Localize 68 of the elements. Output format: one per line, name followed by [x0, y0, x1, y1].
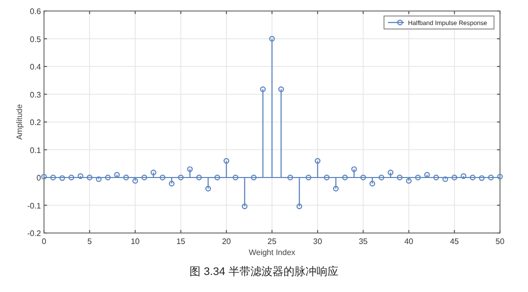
- point: [41, 174, 47, 180]
- y-tick-label: 0: [36, 174, 42, 182]
- point: [478, 175, 485, 181]
- x-tick-label: 25: [268, 237, 277, 246]
- point: [132, 178, 138, 184]
- point: [332, 186, 339, 192]
- y-tick-label: 0.6: [30, 7, 42, 16]
- x-tick-label: 50: [496, 237, 505, 246]
- point: [50, 174, 56, 180]
- x-tick-label: 30: [313, 237, 323, 246]
- point: [123, 174, 129, 180]
- point: [406, 178, 412, 184]
- point: [168, 180, 175, 186]
- point: [250, 174, 257, 180]
- point: [470, 174, 476, 180]
- point: [269, 36, 275, 42]
- point: [442, 176, 448, 182]
- caption: 图 3.34 半带滤波器的脉冲响应: [190, 265, 338, 278]
- point: [224, 158, 230, 164]
- y-tick-label: -0.2: [27, 229, 42, 238]
- point: [59, 175, 66, 181]
- point: [369, 180, 376, 186]
- y-tick-label: 0.1: [30, 146, 42, 155]
- point: [104, 174, 111, 180]
- point: [488, 174, 494, 180]
- point: [287, 174, 294, 180]
- y-tick-label: 0.2: [30, 118, 42, 127]
- x-tick-label: 20: [222, 237, 232, 246]
- x-tick-label: 45: [450, 237, 460, 246]
- x-tick-label: 35: [358, 237, 368, 246]
- x-tick-label: 40: [404, 237, 414, 246]
- point: [96, 176, 102, 182]
- x-tick-label: 15: [176, 237, 186, 246]
- point: [86, 174, 92, 180]
- point: [460, 173, 466, 179]
- point: [150, 170, 156, 176]
- x-tick-label: 5: [87, 237, 92, 246]
- point: [205, 186, 212, 192]
- y-tick-label: -0.1: [27, 201, 42, 210]
- point: [296, 204, 302, 210]
- point: [324, 174, 330, 180]
- point: [351, 166, 357, 172]
- point: [160, 174, 166, 180]
- point: [187, 166, 193, 172]
- x-tick-label: 10: [130, 237, 140, 246]
- y-axis-title: Amplitude: [15, 104, 24, 140]
- point: [388, 170, 394, 176]
- point: [314, 158, 320, 164]
- point: [378, 174, 384, 180]
- point: [278, 86, 284, 92]
- point: [396, 174, 403, 180]
- y-tick-label: 0.3: [30, 90, 42, 100]
- x-axis-title: Weight Index: [248, 248, 296, 257]
- point: [415, 174, 421, 180]
- point: [214, 174, 220, 180]
- point: [78, 173, 84, 179]
- point: [242, 204, 248, 210]
- point: [433, 174, 440, 180]
- point: [178, 174, 184, 180]
- point: [452, 174, 458, 180]
- point: [497, 174, 503, 180]
- y-tick-label: 0.4: [30, 62, 42, 72]
- y-tick-label: 0.5: [30, 34, 42, 44]
- point: [141, 174, 148, 180]
- point: [360, 174, 366, 180]
- point: [342, 174, 348, 180]
- point: [260, 86, 266, 92]
- point: [68, 174, 74, 180]
